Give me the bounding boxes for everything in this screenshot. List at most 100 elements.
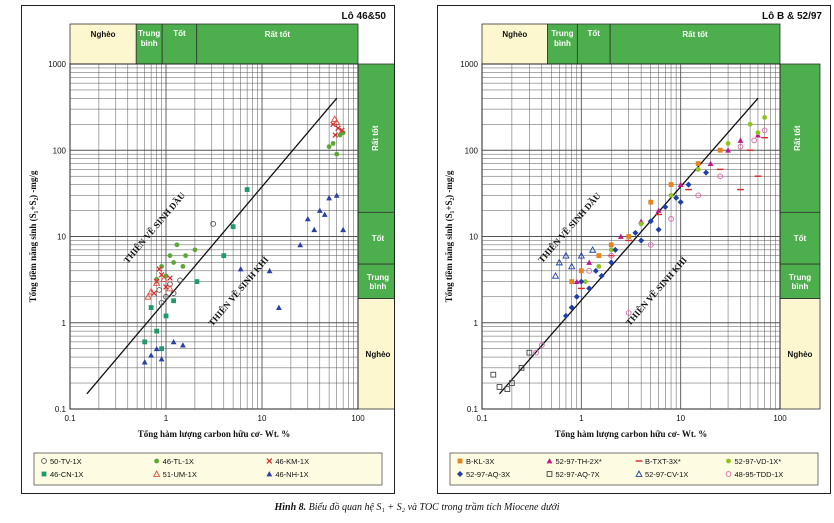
data-point xyxy=(159,346,165,352)
data-series xyxy=(142,187,250,352)
data-point xyxy=(326,195,333,201)
data-point xyxy=(608,242,614,248)
data-point xyxy=(158,300,165,306)
y-tick-label: 100 xyxy=(465,146,479,155)
data-point xyxy=(163,284,169,290)
grid xyxy=(69,63,359,410)
legend: B-KL-3X 52-97-TH-2X* B-TXT-3X* 52-97-VD-1X*… xyxy=(449,452,819,486)
right-band-label: Tốt xyxy=(794,234,807,243)
data-point xyxy=(655,226,662,233)
data-point xyxy=(237,266,244,272)
right-band-label: bình xyxy=(370,282,387,291)
data-point xyxy=(330,141,336,146)
legend-label: 52-97-TH-2X* xyxy=(556,457,602,466)
data-point xyxy=(588,246,597,253)
data-point xyxy=(737,137,744,143)
data-point xyxy=(163,293,169,300)
x-tick-label: 0.1 xyxy=(476,414,488,423)
x-tick-label: 0.1 xyxy=(64,414,76,423)
legend-label: 46-KM-1X xyxy=(275,457,309,466)
data-point xyxy=(578,268,584,274)
legend-item: 48-95-TDD-1X xyxy=(725,470,783,479)
chart-panel-left: Lô 46&50 Nghèo Trung bình Tốt Rất tốt Rất tốt T… xyxy=(21,5,395,494)
right-band-label: Nghèo xyxy=(366,350,391,359)
data-point xyxy=(339,127,345,134)
top-band: Nghèo xyxy=(69,23,137,65)
x-tick-label: 100 xyxy=(351,414,365,423)
x-tick-label: 100 xyxy=(773,414,787,423)
right-band-label: Trung xyxy=(367,273,389,282)
chart-title: Lô 46&50 xyxy=(342,11,387,22)
data-series xyxy=(490,349,533,392)
legend-label: 50-TV-1X xyxy=(50,457,82,466)
data-point xyxy=(578,278,585,285)
y-tick-label: 0.1 xyxy=(55,405,67,414)
data-point xyxy=(194,279,200,284)
legend-label: 52-97-VD-1X* xyxy=(735,457,782,466)
data-point xyxy=(156,287,163,293)
data-point xyxy=(737,143,744,150)
legend-item: 52-97-AQ-7X xyxy=(546,470,600,479)
data-point xyxy=(160,275,168,283)
legend-marker xyxy=(457,471,463,477)
data-point xyxy=(725,147,731,153)
data-point xyxy=(608,247,614,253)
data-point xyxy=(335,125,341,132)
data-point xyxy=(538,342,545,348)
data-point xyxy=(304,215,311,222)
data-series xyxy=(569,147,723,284)
data-point xyxy=(533,349,539,356)
data-point xyxy=(333,118,341,126)
right-band-label: Tốt xyxy=(372,234,385,243)
data-point xyxy=(655,207,662,213)
data-point xyxy=(154,328,160,334)
data-point xyxy=(762,115,768,120)
top-band-label: bình xyxy=(141,39,158,48)
top-band: Nghèo xyxy=(481,23,548,65)
data-series xyxy=(573,132,761,284)
legend-label: 51-UM-1X xyxy=(163,470,197,479)
top-band: Tốt xyxy=(161,23,198,65)
data-point xyxy=(626,234,632,239)
data-point xyxy=(156,266,163,272)
data-point xyxy=(638,237,645,244)
data-point xyxy=(638,221,644,227)
data-series xyxy=(577,136,769,290)
data-point xyxy=(153,345,160,352)
data-point xyxy=(761,127,768,134)
data-point xyxy=(703,169,710,176)
data-point xyxy=(569,279,575,284)
data-point xyxy=(755,130,761,136)
data-point xyxy=(695,166,701,172)
right-band-label: Rất tốt xyxy=(371,125,380,151)
top-band-label: Tốt xyxy=(588,29,601,38)
data-point xyxy=(148,352,155,358)
data-point xyxy=(340,130,346,136)
data-point xyxy=(210,221,217,227)
data-point xyxy=(751,137,758,144)
legend-marker xyxy=(457,458,463,464)
legend-label: 52-97-AQ-7X xyxy=(556,470,600,479)
legend-item: 52-97-VD-1X* xyxy=(726,457,781,466)
caption-label: Hình 8. xyxy=(274,502,307,513)
data-point xyxy=(668,192,674,198)
y-tick-label: 0.1 xyxy=(467,405,479,414)
legend-marker xyxy=(635,470,643,477)
data-point xyxy=(316,207,323,213)
data-point xyxy=(192,247,198,253)
y-tick-label: 100 xyxy=(53,146,67,155)
data-point xyxy=(695,192,702,199)
legend-item: 51-UM-1X xyxy=(153,470,197,479)
figure-caption: Hình 8. Biểu đồ quan hệ S₁ + S₂ và TOC t… xyxy=(0,502,834,513)
data-point xyxy=(167,253,173,259)
data-point xyxy=(230,224,236,230)
right-band: Nghèo xyxy=(779,298,821,410)
data-series xyxy=(151,121,345,297)
data-point xyxy=(509,380,515,386)
data-point xyxy=(568,262,576,270)
right-band-label: Nghèo xyxy=(788,350,813,359)
data-point xyxy=(662,203,669,210)
